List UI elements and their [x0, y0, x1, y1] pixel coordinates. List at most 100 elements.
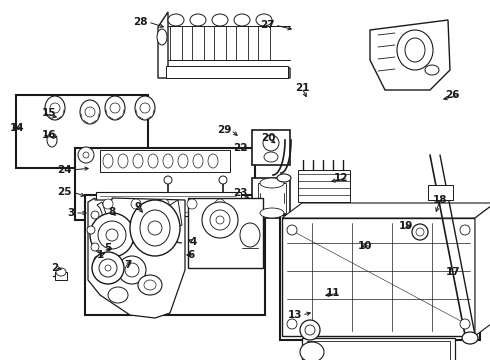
Ellipse shape	[190, 14, 206, 26]
Bar	[188, 198, 263, 268]
Text: 10: 10	[358, 241, 372, 251]
Text: 25: 25	[57, 187, 72, 197]
Ellipse shape	[240, 223, 260, 247]
Ellipse shape	[157, 29, 167, 45]
Bar	[428, 185, 453, 200]
Text: 16: 16	[42, 130, 56, 140]
Text: 19: 19	[399, 221, 413, 231]
Ellipse shape	[80, 100, 100, 124]
Ellipse shape	[416, 228, 424, 236]
Text: 8: 8	[108, 207, 116, 217]
Ellipse shape	[92, 252, 124, 284]
Ellipse shape	[130, 200, 180, 256]
Ellipse shape	[300, 320, 320, 340]
Polygon shape	[97, 202, 108, 222]
Bar	[100, 150, 230, 172]
Text: 17: 17	[446, 267, 460, 277]
Bar	[307, 341, 450, 360]
Ellipse shape	[91, 243, 99, 251]
Ellipse shape	[215, 199, 225, 209]
Ellipse shape	[83, 152, 89, 158]
Ellipse shape	[125, 263, 139, 277]
Ellipse shape	[99, 259, 117, 277]
Ellipse shape	[164, 176, 172, 184]
Ellipse shape	[78, 147, 94, 163]
Ellipse shape	[85, 107, 95, 117]
Text: 24: 24	[57, 165, 72, 175]
Ellipse shape	[50, 103, 60, 113]
Text: 7: 7	[124, 260, 132, 270]
Text: 15: 15	[42, 108, 56, 118]
Bar	[282, 218, 475, 336]
Bar	[85, 195, 265, 315]
Polygon shape	[168, 200, 182, 228]
Text: 12: 12	[334, 173, 348, 183]
Text: 27: 27	[260, 20, 275, 30]
Ellipse shape	[133, 154, 143, 168]
Ellipse shape	[105, 96, 125, 120]
Text: 13: 13	[288, 310, 302, 320]
Ellipse shape	[98, 221, 126, 249]
Ellipse shape	[202, 202, 238, 238]
Ellipse shape	[148, 154, 158, 168]
Ellipse shape	[45, 96, 65, 120]
Ellipse shape	[56, 268, 66, 276]
Ellipse shape	[131, 199, 141, 209]
Text: 26: 26	[445, 90, 460, 100]
Ellipse shape	[47, 133, 57, 147]
Text: 11: 11	[325, 288, 340, 298]
Text: 21: 21	[295, 83, 309, 93]
Ellipse shape	[103, 154, 113, 168]
Bar	[75, 148, 255, 220]
Text: 2: 2	[51, 263, 59, 273]
Ellipse shape	[287, 225, 297, 235]
Text: 18: 18	[433, 195, 447, 205]
Ellipse shape	[168, 14, 184, 26]
Ellipse shape	[260, 208, 284, 218]
Ellipse shape	[163, 154, 173, 168]
Bar	[252, 130, 290, 165]
Ellipse shape	[106, 229, 118, 241]
Ellipse shape	[263, 135, 279, 151]
Polygon shape	[88, 198, 185, 318]
Ellipse shape	[140, 210, 170, 246]
Ellipse shape	[460, 319, 470, 329]
Ellipse shape	[277, 174, 291, 182]
Ellipse shape	[212, 14, 228, 26]
Ellipse shape	[219, 176, 227, 184]
Ellipse shape	[287, 319, 297, 329]
Ellipse shape	[405, 38, 425, 62]
Polygon shape	[370, 20, 450, 90]
Polygon shape	[282, 203, 490, 218]
Text: 20: 20	[261, 133, 275, 143]
Ellipse shape	[118, 154, 128, 168]
Ellipse shape	[90, 213, 134, 257]
Ellipse shape	[148, 221, 162, 235]
Ellipse shape	[256, 14, 272, 26]
Ellipse shape	[216, 216, 224, 224]
Ellipse shape	[260, 178, 284, 188]
Ellipse shape	[187, 199, 197, 209]
Ellipse shape	[305, 325, 315, 335]
Text: 22: 22	[233, 143, 247, 153]
Bar	[258, 183, 286, 213]
Text: 1: 1	[97, 250, 103, 260]
Bar	[55, 272, 67, 280]
Ellipse shape	[234, 14, 250, 26]
Ellipse shape	[397, 30, 433, 70]
Bar	[16, 95, 148, 168]
Ellipse shape	[159, 199, 169, 209]
Ellipse shape	[178, 154, 188, 168]
Text: 6: 6	[188, 250, 195, 260]
Bar	[302, 338, 455, 360]
Ellipse shape	[210, 210, 230, 230]
Bar	[166, 66, 288, 78]
Ellipse shape	[118, 256, 146, 284]
Ellipse shape	[144, 280, 156, 290]
Bar	[280, 215, 480, 340]
Text: 5: 5	[104, 243, 112, 253]
Bar	[252, 178, 290, 218]
Ellipse shape	[94, 256, 102, 264]
Ellipse shape	[208, 154, 218, 168]
Text: 4: 4	[189, 237, 196, 247]
